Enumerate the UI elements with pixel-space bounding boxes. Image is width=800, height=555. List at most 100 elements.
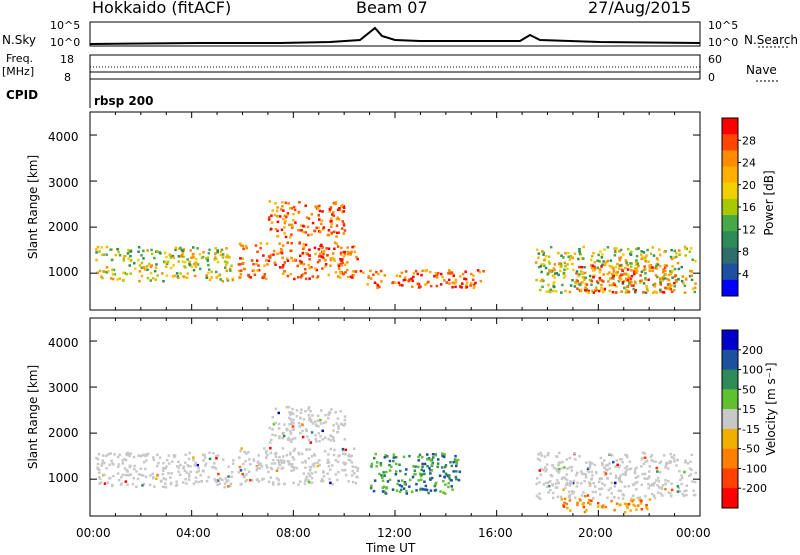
range-gate-cell — [353, 447, 356, 450]
range-gate-cell — [138, 264, 142, 267]
range-gate-cell — [355, 255, 358, 259]
range-gate-cell — [583, 472, 586, 476]
range-gate-cell — [260, 465, 264, 468]
range-gate-cell — [580, 494, 584, 497]
range-gate-cell — [155, 250, 159, 253]
range-gate-cell — [599, 456, 603, 460]
range-gate-cell — [274, 455, 278, 458]
range-gate-cell — [560, 291, 563, 294]
range-gate-cell — [317, 248, 321, 251]
range-gate-cell — [213, 258, 216, 261]
range-gate-cell — [595, 286, 598, 289]
range-gate-cell — [443, 465, 447, 469]
range-gate-cell — [226, 479, 230, 482]
range-gate-cell — [318, 209, 322, 213]
range-gate-cell — [239, 269, 243, 272]
range-gate-cell — [241, 244, 244, 248]
range-gate-cell — [380, 280, 383, 283]
range-gate-cell — [400, 479, 404, 482]
range-gate-cell — [400, 485, 404, 488]
range-gate-cell — [689, 460, 692, 464]
station-title: Hokkaido (fitACF) — [92, 0, 232, 17]
range-gate-cell — [664, 463, 668, 467]
range-gate-cell — [124, 473, 127, 477]
range-gate-cell — [454, 454, 457, 458]
range-gate-cell — [298, 201, 301, 204]
range-gate-cell — [566, 483, 569, 486]
range-gate-cell — [639, 502, 643, 505]
range-gate-cell — [101, 276, 104, 280]
range-gate-cell — [370, 462, 374, 466]
range-gate-cell — [327, 273, 330, 277]
range-gate-cell — [316, 419, 319, 422]
colorbar-tick-label: 16 — [742, 201, 756, 214]
range-gate-cell — [203, 453, 206, 457]
range-gate-cell — [408, 485, 411, 488]
range-gate-cell — [598, 276, 602, 280]
range-gate-cell — [459, 275, 462, 278]
range-gate-cell — [375, 270, 378, 274]
range-gate-cell — [310, 472, 314, 475]
range-gate-cell — [350, 461, 354, 464]
range-gate-cell — [639, 279, 642, 283]
range-gate-cell — [376, 284, 380, 287]
range-gate-cell — [113, 453, 116, 456]
range-gate-cell — [280, 459, 283, 462]
range-gate-cell — [142, 249, 145, 253]
range-gate-cell — [271, 416, 274, 419]
range-gate-cell — [214, 256, 217, 259]
range-gate-cell — [153, 269, 157, 273]
range-gate-cell — [615, 247, 618, 250]
range-gate-cell — [121, 462, 125, 465]
range-gate-cell — [584, 473, 588, 476]
range-gate-cell — [562, 276, 566, 279]
range-gate-cell — [568, 493, 571, 497]
range-gate-cell — [219, 278, 222, 281]
range-gate-cell — [278, 436, 281, 440]
range-gate-cell — [221, 280, 224, 283]
range-gate-cell — [575, 485, 579, 488]
range-gate-cell — [98, 468, 101, 472]
range-gate-cell — [626, 263, 629, 267]
range-gate-cell — [580, 270, 583, 273]
range-gate-cell — [164, 478, 167, 481]
range-gate-cell — [544, 255, 548, 258]
range-gate-cell — [569, 255, 573, 258]
range-gate-cell — [100, 464, 103, 467]
range-gate-cell — [606, 496, 609, 500]
range-gate-cell — [298, 241, 302, 244]
range-gate-cell — [607, 488, 610, 492]
range-gate-cell — [556, 495, 560, 499]
range-gate-cell — [648, 269, 652, 272]
range-gate-cell — [223, 482, 227, 485]
range-gate-cell — [663, 266, 667, 269]
range-gate-cell — [577, 274, 580, 278]
nsky-tick-bottom: 10^0 — [50, 36, 81, 49]
range-gate-cell — [375, 465, 378, 468]
range-gate-cell — [652, 494, 656, 497]
colorbar-tick-label: 4 — [742, 268, 749, 281]
range-gate-cell — [588, 466, 591, 470]
range-gate-cell — [591, 264, 595, 267]
nsky-label: N.Sky — [2, 33, 37, 47]
range-gate-cell — [535, 482, 538, 486]
range-gate-cell — [666, 277, 669, 281]
range-gate-cell — [596, 266, 600, 269]
range-gate-cell — [632, 270, 636, 273]
range-gate-cell — [194, 461, 197, 464]
range-gate-cell — [618, 503, 622, 507]
range-gate-cell — [239, 244, 243, 247]
range-gate-cell — [178, 473, 182, 476]
range-gate-cell — [138, 279, 141, 283]
range-gate-cell — [350, 454, 353, 457]
range-gate-cell — [432, 456, 435, 459]
range-gate-cell — [562, 504, 565, 507]
range-gate-cell — [218, 482, 221, 485]
range-gate-cell — [388, 459, 392, 463]
range-gate-cell — [458, 470, 461, 473]
range-gate-cell — [683, 284, 687, 288]
range-gate-cell — [642, 268, 646, 272]
range-gate-cell — [146, 452, 150, 456]
range-gate-cell — [136, 477, 140, 481]
